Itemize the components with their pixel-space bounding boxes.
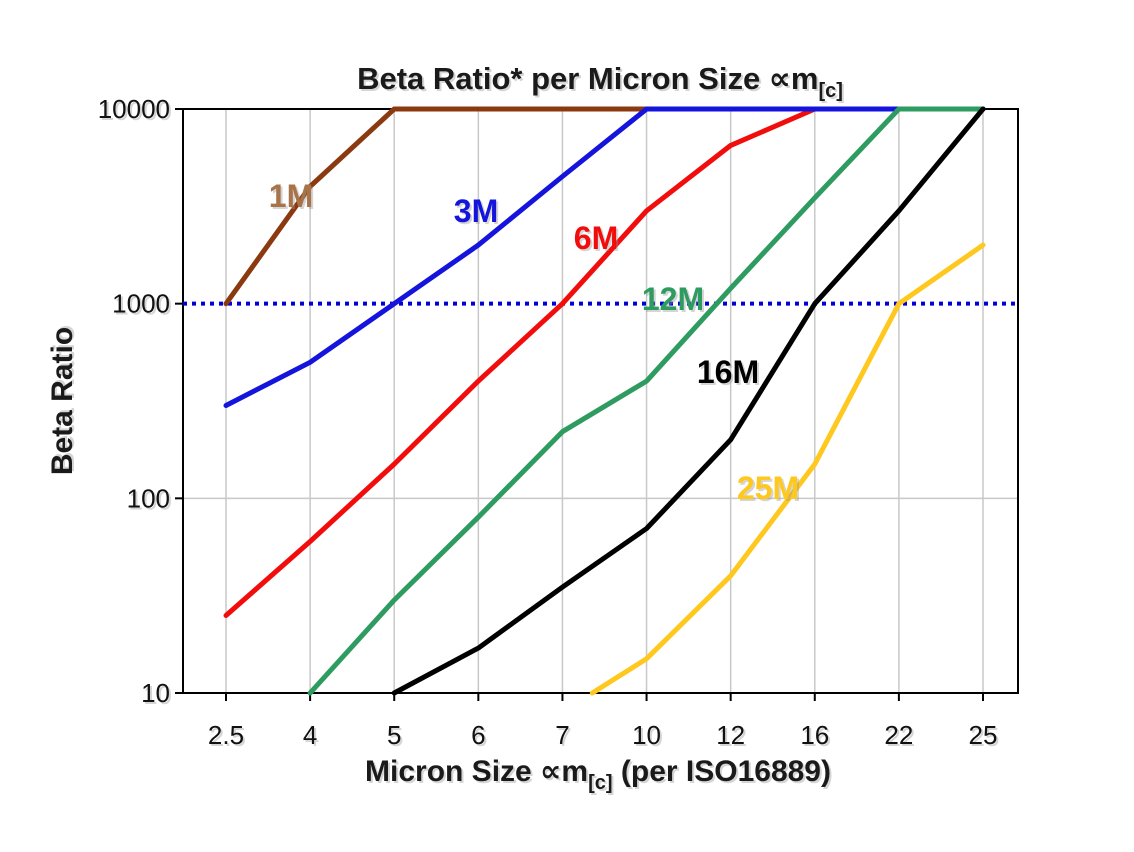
series-lines bbox=[223, 106, 986, 696]
series-labels: 1M 3M 6M 12M 16M 25M bbox=[269, 178, 799, 506]
series-label-25M: 25M bbox=[737, 470, 799, 506]
series-label-16M: 16M bbox=[697, 354, 759, 390]
x-axis-title: Micron Size ∝m[c] (per ISO16889) bbox=[365, 755, 831, 794]
series-label-1M: 1M bbox=[269, 178, 313, 214]
y-tick-label-100: 100 bbox=[127, 483, 170, 513]
chart-title: Beta Ratio* per Micron Size ∝m[c] bbox=[357, 61, 843, 102]
y-tick-label-10000: 10000 bbox=[98, 94, 170, 124]
x-tick-label-16: 16 bbox=[800, 720, 829, 750]
y-tick-label-1000: 1000 bbox=[112, 289, 170, 319]
tick-labels: 10 100 1000 10000 2.5 4 5 6 7 10 12 16 22 25 bbox=[98, 94, 998, 750]
series-line-12M bbox=[307, 106, 986, 696]
x-tick-label-6: 6 bbox=[471, 720, 485, 750]
series-line-25M bbox=[589, 242, 986, 696]
series-label-12M: 12M bbox=[642, 281, 704, 317]
y-tick-label-10: 10 bbox=[141, 678, 170, 708]
series-label-6M: 6M bbox=[574, 220, 618, 256]
x-tick-label-25: 25 bbox=[969, 720, 998, 750]
x-tick-label-2.5: 2.5 bbox=[208, 720, 244, 750]
x-tick-label-7: 7 bbox=[555, 720, 569, 750]
y-axis-title: Beta Ratio bbox=[46, 327, 79, 475]
x-tick-label-10: 10 bbox=[632, 720, 661, 750]
series-line-3M bbox=[223, 106, 986, 408]
series-label-3M: 3M bbox=[454, 193, 498, 229]
gridlines bbox=[183, 109, 1018, 693]
x-tick-label-22: 22 bbox=[884, 720, 913, 750]
x-tick-label-12: 12 bbox=[716, 720, 745, 750]
series-line-16M bbox=[391, 106, 986, 696]
x-tick-label-4: 4 bbox=[303, 720, 317, 750]
x-tick-label-5: 5 bbox=[387, 720, 401, 750]
